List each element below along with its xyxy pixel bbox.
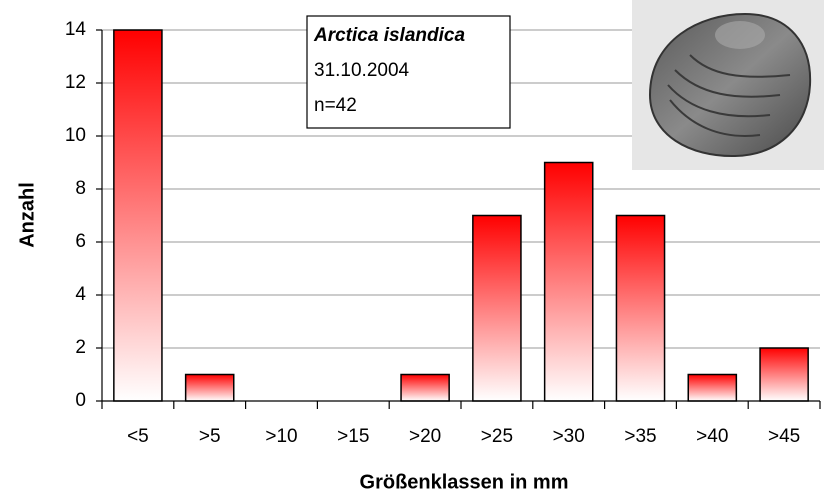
y-tick-label: 12 xyxy=(65,72,86,93)
annotation-text: Arctica islandica xyxy=(313,25,465,46)
x-tick-label: >10 xyxy=(265,426,297,447)
x-tick-label: >20 xyxy=(409,426,441,447)
y-tick-label: 0 xyxy=(75,390,86,411)
x-axis-label: Größenklassen in mm xyxy=(360,471,569,493)
shell-photo xyxy=(632,0,824,170)
y-axis-label: Anzahl xyxy=(16,182,38,248)
x-tick-label: >40 xyxy=(696,426,728,447)
y-tick-label: 14 xyxy=(65,19,87,40)
bar xyxy=(400,373,450,402)
y-tick-label: 8 xyxy=(75,178,86,199)
bar xyxy=(687,373,738,402)
y-tick-label: 2 xyxy=(75,337,86,358)
x-tick-label: >5 xyxy=(199,426,221,447)
bar xyxy=(472,214,522,402)
x-tick-label: <5 xyxy=(127,426,149,447)
annotation-text: 31.10.2004 xyxy=(314,60,410,81)
x-tick-label: >15 xyxy=(337,426,369,447)
x-tick-label: >45 xyxy=(768,426,800,447)
bar xyxy=(113,29,163,402)
bar xyxy=(615,214,666,402)
y-tick-label: 10 xyxy=(65,125,86,146)
y-tick-label: 4 xyxy=(75,284,86,305)
bar xyxy=(184,373,235,402)
bar xyxy=(543,161,594,402)
y-tick-label: 6 xyxy=(75,231,86,252)
bar xyxy=(759,347,809,402)
x-tick-label: >30 xyxy=(553,426,585,447)
annotation-text: n=42 xyxy=(314,95,357,116)
x-tick-label: >25 xyxy=(481,426,513,447)
x-tick-label: >35 xyxy=(624,426,656,447)
annotation-box xyxy=(306,15,511,129)
